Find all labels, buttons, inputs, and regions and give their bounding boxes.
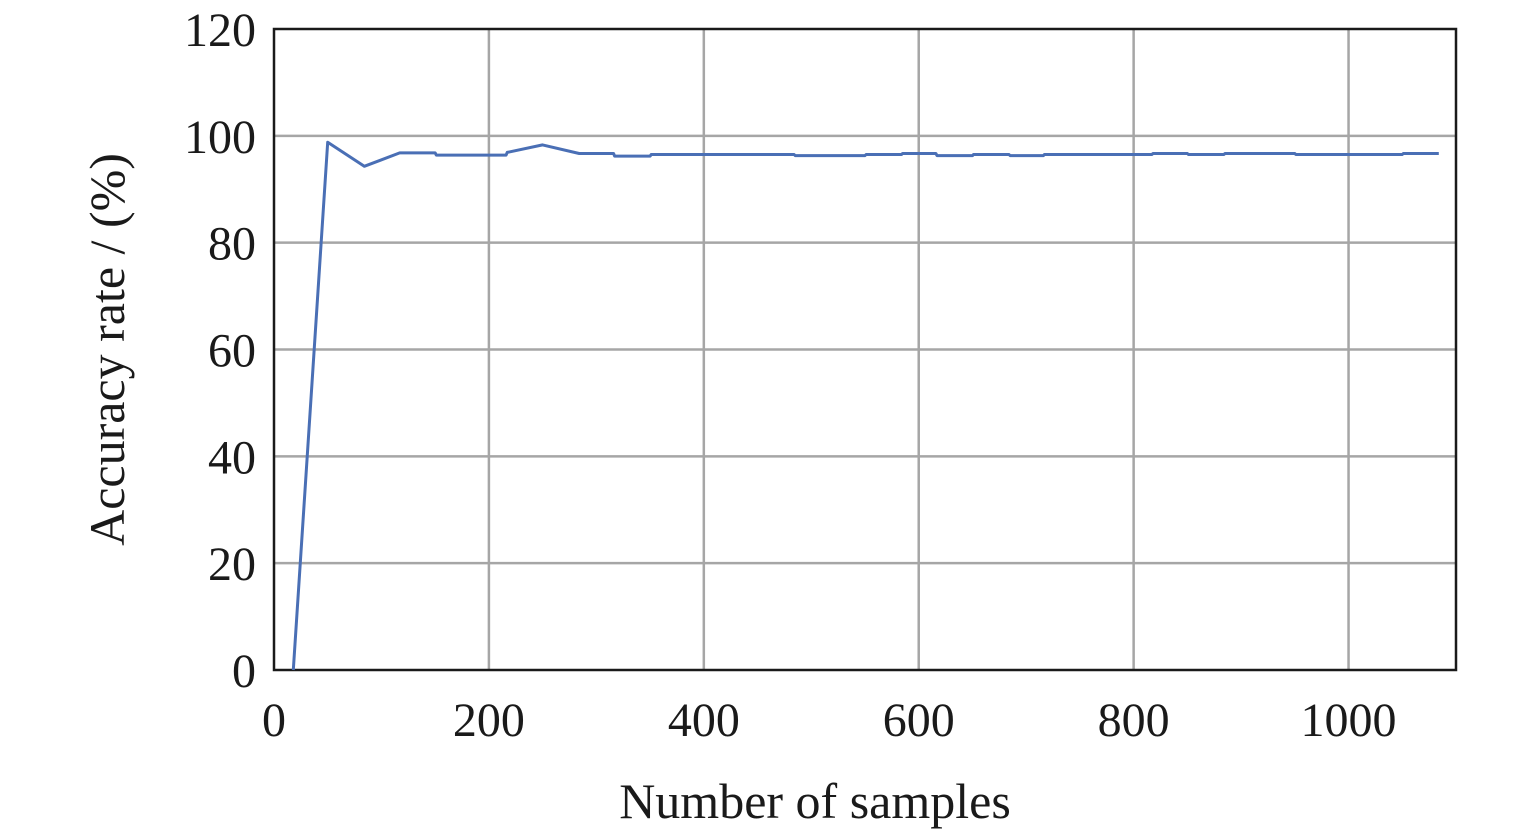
x-axis-label: Number of samples — [619, 773, 1011, 829]
y-tick-labels: 0 20 40 60 80 100 120 — [184, 4, 256, 698]
x-tick-label: 800 — [1098, 694, 1170, 747]
x-tick-label: 1000 — [1301, 694, 1397, 747]
y-tick-label: 80 — [208, 218, 256, 271]
plot-area-frame — [272, 27, 1458, 672]
y-tick-label: 120 — [184, 4, 256, 57]
series-layer — [291, 140, 1439, 671]
y-axis-label: Accuracy rate / (%) — [79, 153, 135, 546]
x-tick-labels: 0 200 400 600 800 1000 — [262, 694, 1397, 747]
x-tick-label: 0 — [262, 694, 286, 747]
y-tick-label: 60 — [208, 325, 256, 378]
y-tick-label: 20 — [208, 538, 256, 591]
x-tick-label: 200 — [453, 694, 525, 747]
y-tick-label: 40 — [208, 431, 256, 484]
grid-lines — [274, 29, 1456, 670]
y-tick-label: 100 — [184, 111, 256, 164]
x-tick-label: 600 — [883, 694, 955, 747]
x-tick-label: 400 — [668, 694, 740, 747]
y-tick-label: 0 — [232, 645, 256, 698]
series-line — [291, 140, 1439, 671]
